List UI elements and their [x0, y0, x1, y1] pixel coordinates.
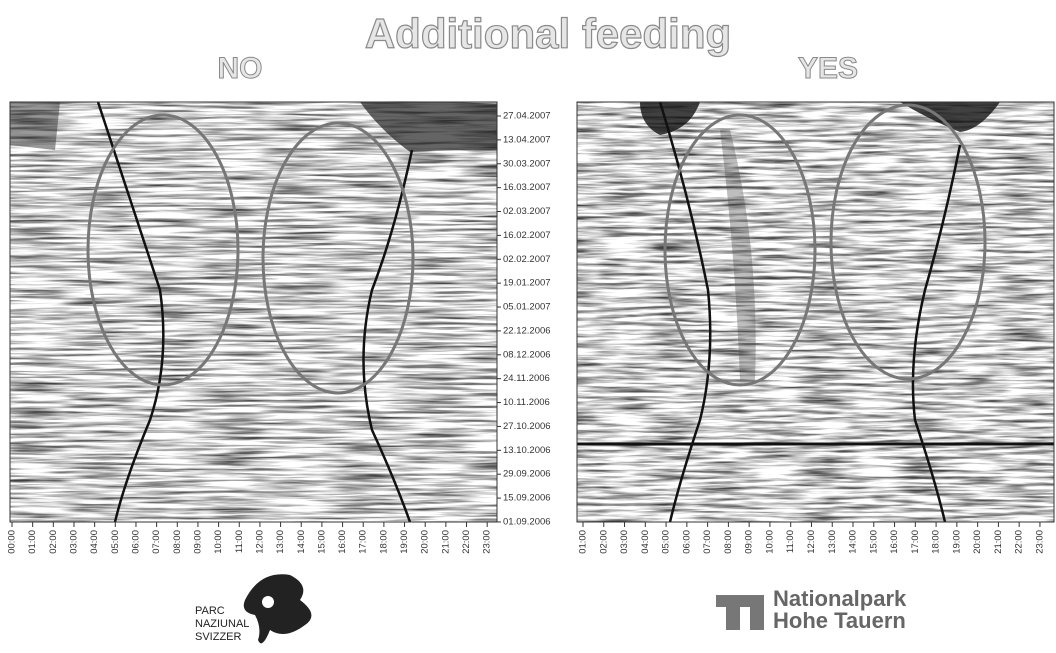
- x-tick-label: 09:00: [744, 530, 755, 554]
- x-tick-label: 17:00: [910, 530, 921, 554]
- x-tick-label: 12:00: [806, 530, 817, 554]
- x-tick-label: 03:00: [68, 530, 79, 554]
- x-tick-label: 00:00: [7, 530, 18, 554]
- y-tick-label: 02.02.2007: [503, 254, 551, 265]
- x-tick-label: 08:00: [172, 530, 183, 554]
- x-tick-label: 20:00: [972, 530, 983, 554]
- y-tick-label: 16.03.2007: [503, 182, 551, 193]
- logo-text: SVIZZER: [195, 631, 242, 643]
- x-tick-label: 23:00: [1034, 530, 1045, 554]
- y-tick-label: 05.01.2007: [503, 302, 551, 313]
- logo-hohe-tauern: Nationalpark Hohe Tauern: [716, 586, 907, 633]
- x-tick-label: 18:00: [378, 530, 389, 554]
- x-tick-label: 22:00: [461, 530, 472, 554]
- x-tick-label: 13:00: [827, 530, 838, 554]
- x-tick-label: 17:00: [358, 530, 369, 554]
- y-tick-label: 24.11.2006: [503, 373, 550, 384]
- y-tick-label: 13.10.2006: [503, 445, 551, 456]
- y-tick-label: 27.10.2006: [503, 421, 551, 432]
- y-tick-label: 16.02.2007: [503, 230, 551, 241]
- x-tick-label: 02:00: [598, 530, 609, 554]
- x-tick-label: 16:00: [337, 530, 348, 554]
- x-tick-label: 11:00: [785, 530, 796, 553]
- x-tick-label: 05:00: [661, 530, 672, 554]
- actogram-right: [577, 102, 1054, 522]
- x-tick-label: 07:00: [151, 530, 162, 554]
- x-tick-label: 13:00: [275, 530, 286, 554]
- x-tick-label: 06:00: [681, 530, 692, 554]
- logo-parc: PARC NAZIUNAL SVIZZER: [195, 574, 311, 643]
- x-tick-label: 03:00: [619, 530, 630, 554]
- y-tick-label: 01.09.2006: [503, 516, 551, 527]
- x-tick-label: 08:00: [723, 530, 734, 554]
- x-tick-label: 21:00: [440, 530, 451, 554]
- x-tick-label: 20:00: [420, 530, 431, 554]
- logo-text: Hohe Tauern: [773, 608, 906, 633]
- page: Additional feeding NO YES 00:00 01:00 02:0…: [0, 0, 1056, 653]
- x-tick-label: 10:00: [213, 530, 224, 554]
- x-tick-label: 05:00: [110, 530, 121, 554]
- title: Additional feeding: [365, 10, 731, 57]
- x-tick-label: 07:00: [702, 530, 713, 554]
- panel-label: NO: [218, 52, 263, 85]
- y-tick-label: 02.03.2007: [503, 206, 551, 217]
- x-tick-label: 18:00: [931, 530, 942, 554]
- x-tick-label: 02:00: [48, 530, 59, 554]
- y-tick-label: 29.09.2006: [503, 469, 551, 480]
- x-tick-label: 06:00: [130, 530, 141, 554]
- x-tick-label: 22:00: [1014, 530, 1025, 554]
- x-tick-label: 01:00: [27, 530, 38, 554]
- x-tick-label: 09:00: [192, 530, 203, 554]
- x-tick-label: 14:00: [296, 530, 307, 554]
- y-tick-label: 10.11.2006: [503, 397, 550, 408]
- x-tick-label: 15:00: [868, 530, 879, 554]
- actogram-left: [10, 101, 497, 522]
- y-tick-label: 19.01.2007: [503, 278, 551, 289]
- x-tick-label: 23:00: [482, 530, 493, 554]
- x-tick-label: 04:00: [640, 530, 651, 554]
- y-tick-label: 30.03.2007: [503, 158, 551, 169]
- y-tick-label: 15.09.2006: [503, 493, 551, 504]
- logo-text: PARC: [195, 605, 225, 617]
- y-tick-label: 27.04.2007: [503, 111, 551, 122]
- logo-text: NAZIUNAL: [195, 618, 249, 630]
- panel-label: YES: [798, 52, 858, 85]
- x-tick-label: 01:00: [578, 530, 589, 554]
- x-tick-label: 04:00: [89, 530, 100, 554]
- x-tick-label: 19:00: [951, 530, 962, 554]
- x-tick-label: 16:00: [889, 530, 900, 554]
- y-tick-label: 22.12.2006: [503, 325, 551, 336]
- x-tick-label: 21:00: [993, 530, 1004, 554]
- x-tick-label: 12:00: [254, 530, 265, 554]
- x-tick-label: 10:00: [764, 530, 775, 554]
- y-tick-label: 13.04.2007: [503, 134, 551, 145]
- x-tick-label: 14:00: [848, 530, 859, 554]
- x-tick-label: 15:00: [316, 530, 327, 554]
- x-tick-label: 11:00: [234, 530, 245, 553]
- x-tick-label: 19:00: [399, 530, 410, 554]
- y-tick-label: 08.12.2006: [503, 349, 551, 360]
